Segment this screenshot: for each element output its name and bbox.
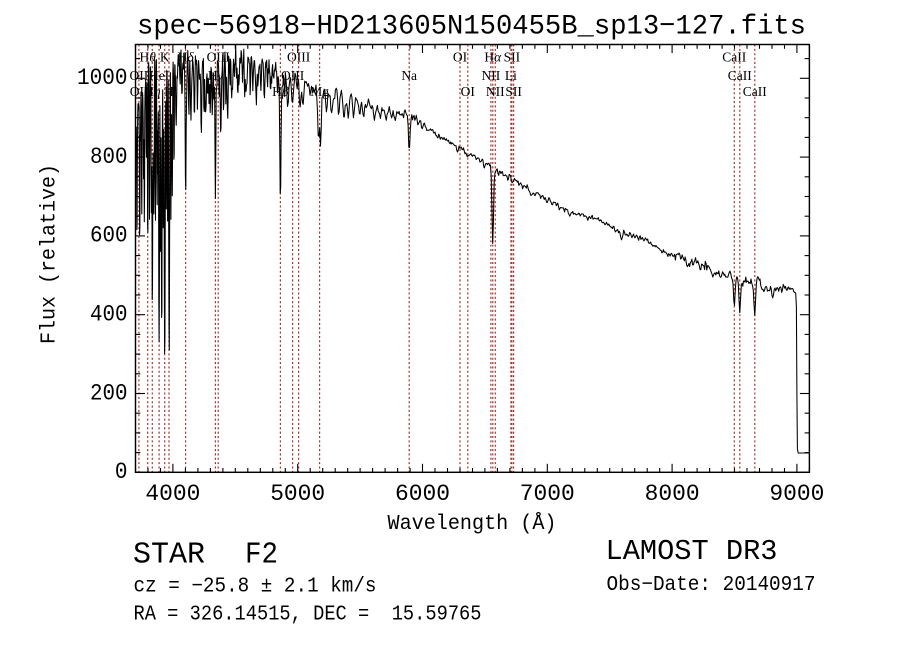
- svg-text:STAR: STAR: [133, 539, 205, 573]
- svg-text:9000: 9000: [769, 481, 824, 507]
- svg-text:RA = 326.14515, DEC = 15.5976: RA = 326.14515, DEC = 15.59765: [134, 604, 482, 627]
- svg-text:4000: 4000: [145, 481, 200, 507]
- svg-text:K: K: [160, 50, 170, 65]
- svg-text:600: 600: [90, 223, 128, 249]
- svg-text:0: 0: [115, 459, 128, 485]
- svg-text:OI: OI: [453, 50, 468, 65]
- svg-text:200: 200: [90, 380, 128, 406]
- svg-text:Hθ: Hθ: [140, 50, 157, 65]
- svg-text:OII: OII: [130, 68, 149, 83]
- svg-text:OIII: OIII: [281, 68, 305, 83]
- svg-text:H: H: [164, 84, 174, 99]
- svg-text:LAMOST DR3: LAMOST DR3: [606, 535, 778, 568]
- svg-text:cz = −25.8 ± 2.1 km/s: cz = −25.8 ± 2.1 km/s: [134, 576, 377, 599]
- svg-text:CaII: CaII: [722, 50, 746, 65]
- svg-text:6000: 6000: [395, 481, 450, 507]
- svg-text:SII: SII: [504, 50, 521, 65]
- svg-text:NII: NII: [486, 84, 505, 99]
- svg-text:1000: 1000: [77, 65, 128, 91]
- svg-text:Li: Li: [505, 68, 517, 83]
- svg-text:800: 800: [90, 144, 128, 170]
- svg-text:Hδ: Hδ: [178, 50, 195, 65]
- svg-text:Mg: Mg: [310, 84, 329, 99]
- svg-text:Wavelength (Å): Wavelength (Å): [388, 513, 557, 536]
- svg-text:OIII: OIII: [287, 50, 311, 65]
- svg-text:OI: OI: [461, 84, 476, 99]
- svg-text:CaII: CaII: [743, 84, 767, 99]
- svg-text:400: 400: [90, 302, 128, 328]
- svg-text:CaII: CaII: [728, 68, 752, 83]
- svg-text:F2: F2: [245, 539, 278, 573]
- svg-text:NII: NII: [482, 68, 501, 83]
- svg-text:SII: SII: [505, 84, 522, 99]
- svg-text:OII: OII: [130, 84, 149, 99]
- svg-text:Obs−Date: 20140917: Obs−Date: 20140917: [607, 574, 816, 597]
- svg-text:5000: 5000: [270, 481, 325, 507]
- svg-text:8000: 8000: [645, 481, 700, 507]
- svg-text:spec−56918−HD213605N150455B_sp: spec−56918−HD213605N150455B_sp13−127.fit…: [137, 12, 806, 43]
- svg-text:Na: Na: [401, 68, 417, 83]
- svg-text:Hα: Hα: [484, 50, 502, 65]
- svg-text:Flux (relative): Flux (relative): [39, 164, 62, 344]
- svg-text:7000: 7000: [520, 481, 575, 507]
